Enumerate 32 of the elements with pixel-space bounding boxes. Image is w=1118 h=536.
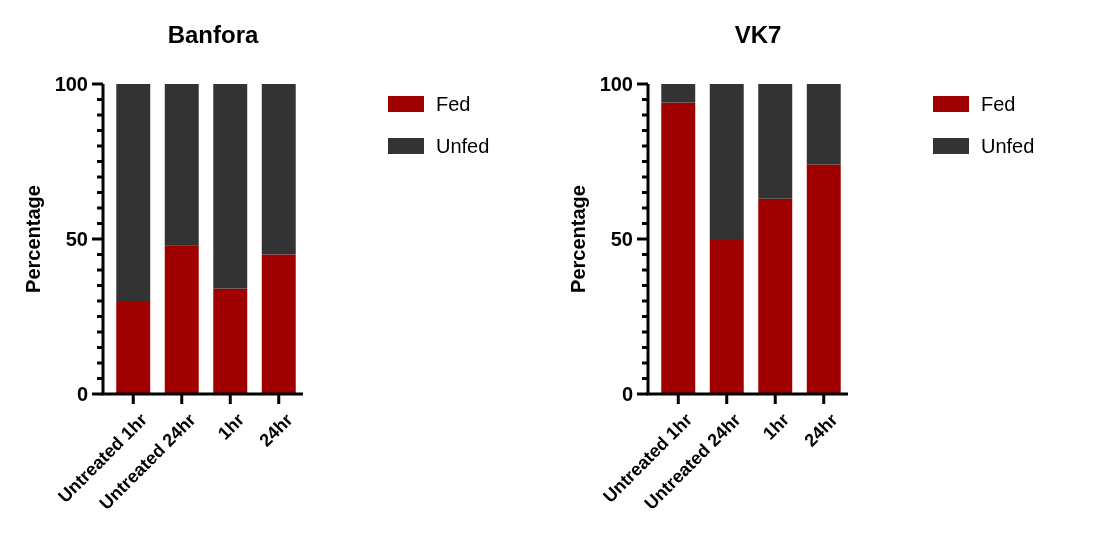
bar xyxy=(806,164,841,394)
bar xyxy=(758,84,793,199)
legend-label: Fed xyxy=(436,93,471,115)
bar xyxy=(709,239,744,394)
legend-label: Unfed xyxy=(436,135,490,157)
bar xyxy=(709,84,744,239)
chart-title: VK7 xyxy=(734,21,782,48)
y-tick-label: 0 xyxy=(621,383,633,405)
bar xyxy=(116,301,151,394)
bar xyxy=(261,254,296,394)
bar xyxy=(661,102,696,394)
y-tick-label: 50 xyxy=(65,228,88,250)
y-tick-label: 100 xyxy=(54,73,88,95)
y-tick-label: 50 xyxy=(610,228,633,250)
x-tick-label: 1hr xyxy=(214,409,248,444)
bar xyxy=(806,84,841,165)
bar xyxy=(213,84,248,289)
bar xyxy=(116,84,151,301)
y-tick-label: 100 xyxy=(599,73,633,95)
y-tick-label: 0 xyxy=(76,383,88,405)
bar xyxy=(261,84,296,255)
legend-label: Fed xyxy=(981,93,1016,115)
bar xyxy=(164,84,199,246)
bar xyxy=(661,84,696,103)
y-axis-title: Percentage xyxy=(22,185,44,293)
x-tick-label: 1hr xyxy=(759,409,793,444)
bar xyxy=(164,245,199,394)
bar xyxy=(758,198,793,394)
bar xyxy=(213,288,248,394)
chart-title: Banfora xyxy=(167,21,259,48)
y-axis-title: Percentage xyxy=(567,185,589,293)
legend-label: Unfed xyxy=(981,135,1035,157)
